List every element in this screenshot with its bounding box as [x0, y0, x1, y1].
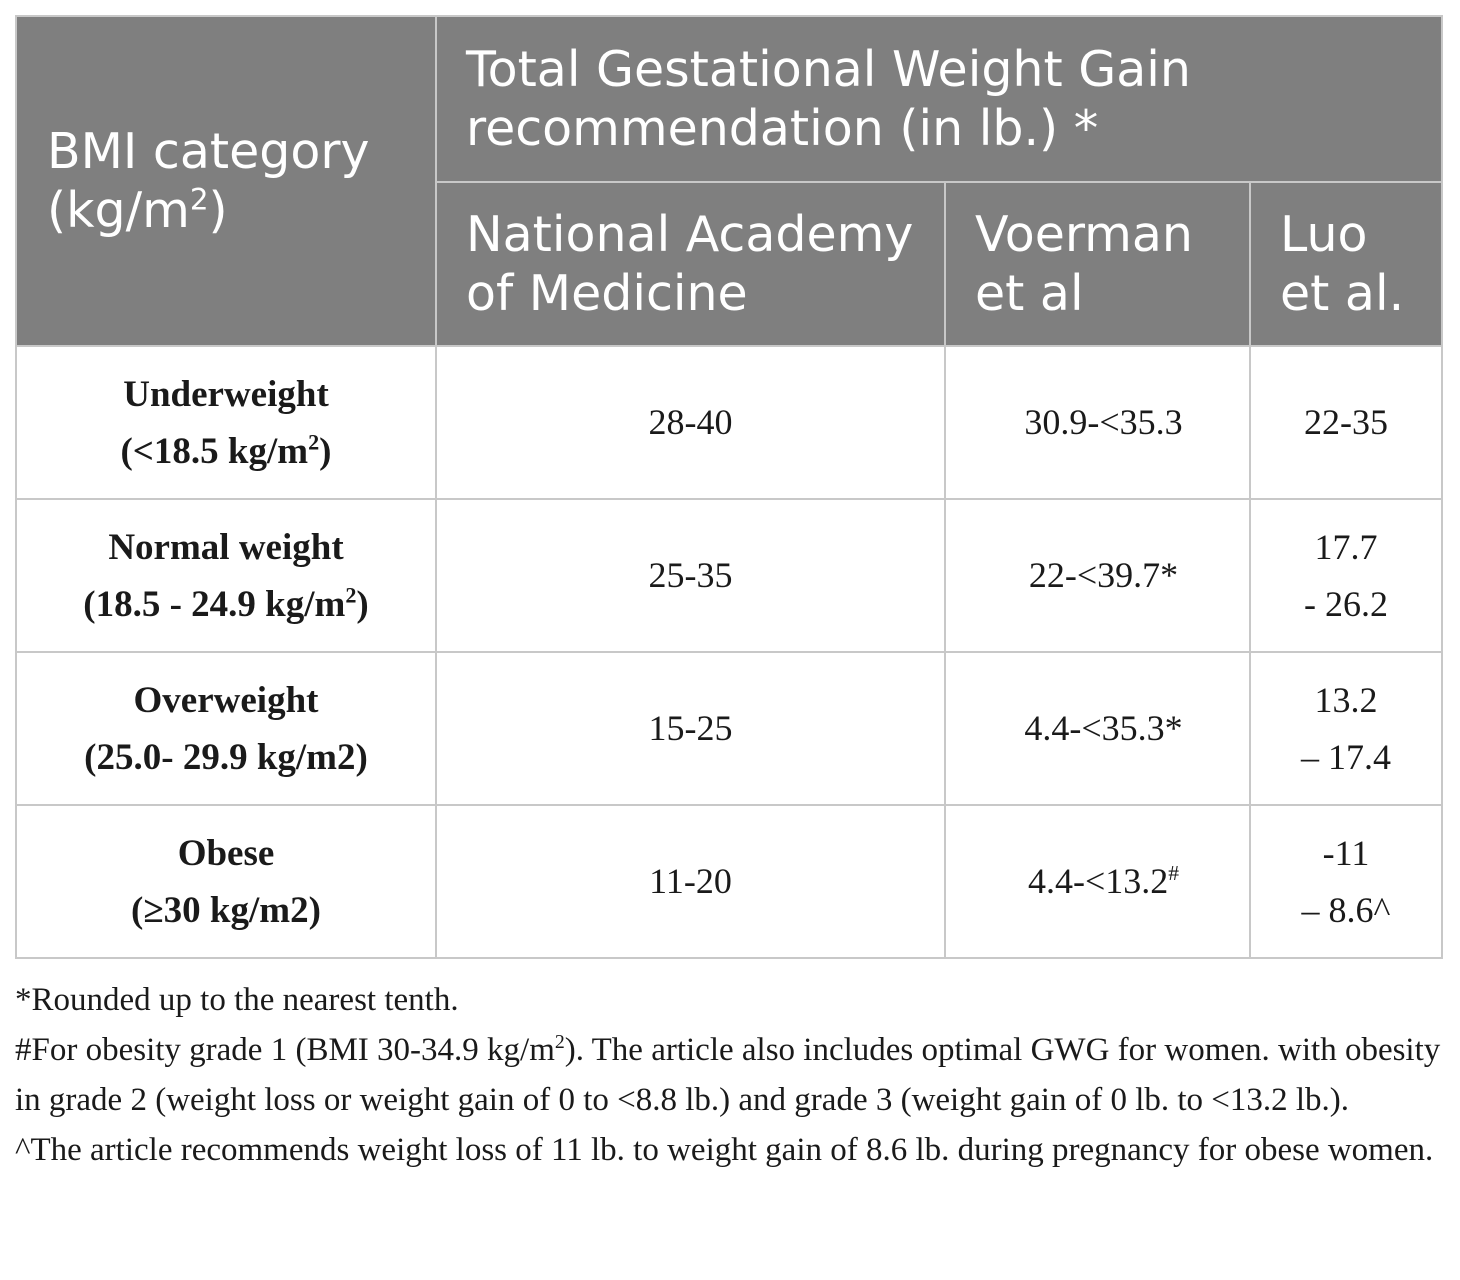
- nam-value-cell: 11-20: [435, 804, 946, 959]
- header-group-title: Total Gestational Weight Gain recommenda…: [434, 15, 1444, 183]
- bmi-category-cell: Normal weight (18.5 - 24.9 kg/m2): [15, 498, 437, 653]
- voerman-value: 4.4-<35.3*: [1024, 708, 1183, 748]
- category-name: Obese: [177, 832, 275, 874]
- category-name: Normal weight: [108, 526, 344, 568]
- header-voerman-line1: Voerman: [975, 206, 1193, 263]
- table-footnotes: *Rounded up to the nearest tenth. #For o…: [15, 975, 1447, 1175]
- nam-value-cell: 25-35: [435, 498, 946, 653]
- luo-value-line1: 17.7: [1314, 526, 1378, 567]
- header-bmi-unit-pre: (kg/m: [47, 182, 190, 239]
- header-luo-line2: et al.: [1280, 265, 1405, 322]
- footnote-luo-recommendation: ^The article recommends weight loss of 1…: [15, 1132, 1434, 1168]
- luo-value-cell: 22-35: [1248, 345, 1444, 500]
- header-luo-line1: Luo: [1280, 206, 1368, 263]
- footnote-rounding: *Rounded up to the nearest tenth.: [15, 982, 459, 1018]
- header-row-top: BMI category (kg/m2) Total Gestational W…: [15, 15, 1444, 347]
- table-row-overweight: Overweight (25.0- 29.9 kg/m2) 15-25 4.4-…: [15, 651, 1444, 806]
- footnote-obesity-sup: 2: [554, 1031, 565, 1053]
- luo-value-line2: - 26.2: [1304, 583, 1388, 624]
- voerman-footnote-mark: #: [1168, 861, 1180, 885]
- bmi-category-cell: Overweight (25.0- 29.9 kg/m2): [15, 651, 437, 806]
- header-bmi-label: BMI category: [47, 123, 370, 180]
- luo-value-line1: 22-35: [1304, 402, 1388, 442]
- header-row-sub: National Academy of Medicine Voerman et …: [16, 181, 1444, 347]
- bmi-category-cell: Obese (≥30 kg/m2): [15, 804, 437, 959]
- header-voerman-line2: et al: [975, 265, 1084, 322]
- table-row-obese: Obese (≥30 kg/m2) 11-20 4.4-<13.2# -11 –…: [15, 804, 1444, 959]
- header-bmi-category: BMI category (kg/m2): [15, 15, 437, 347]
- header-group-title-line2: recommendation (in lb.) *: [466, 100, 1099, 157]
- luo-value-line2: – 8.6^: [1301, 889, 1391, 930]
- voerman-value-cell: 4.4-<13.2#: [944, 804, 1251, 959]
- nam-value-cell: 28-40: [435, 345, 946, 500]
- category-range-sup: 2: [308, 429, 320, 455]
- category-range-pre: (18.5 - 24.9 kg/m: [83, 583, 346, 625]
- voerman-value-cell: 4.4-<35.3*: [944, 651, 1251, 806]
- luo-value-line1: 13.2: [1314, 679, 1378, 720]
- category-range: (18.5 - 24.9 kg/m2): [27, 576, 425, 633]
- voerman-value-cell: 22-<39.7*: [944, 498, 1251, 653]
- voerman-value: 4.4-<13.2: [1027, 861, 1169, 901]
- nam-value-cell: 15-25: [435, 651, 946, 806]
- gwg-recommendation-table: BMI category (kg/m2) Total Gestational W…: [15, 15, 1444, 959]
- voerman-value: 30.9-<35.3: [1024, 402, 1183, 442]
- category-range-post: ): [356, 583, 369, 625]
- header-luo: Luo et al.: [1248, 181, 1444, 347]
- header-voerman: Voerman et al: [944, 181, 1251, 347]
- footnote-obesity-pre: #For obesity grade 1 (BMI 30-34.9 kg/m: [15, 1032, 555, 1068]
- bmi-category-cell: Underweight (<18.5 kg/m2): [15, 345, 437, 500]
- category-range-pre: (<18.5 kg/m: [120, 430, 309, 472]
- category-name: Underweight: [123, 373, 329, 415]
- gwg-table-container: BMI category (kg/m2) Total Gestational W…: [15, 15, 1444, 959]
- luo-value-line2: – 17.4: [1301, 736, 1391, 777]
- voerman-value-cell: 30.9-<35.3: [944, 345, 1251, 500]
- header-bmi-unit-post: ): [208, 182, 228, 239]
- header-nam-line1: National Academy: [466, 206, 914, 263]
- header-bmi-unit-sup: 2: [189, 182, 209, 217]
- luo-value-cell: 17.7 - 26.2: [1248, 498, 1444, 653]
- header-nam-line2: of Medicine: [466, 265, 748, 322]
- category-range: (<18.5 kg/m2): [27, 423, 425, 480]
- header-group-title-line1: Total Gestational Weight Gain: [466, 41, 1191, 98]
- voerman-value: 22-<39.7*: [1028, 555, 1179, 595]
- category-range-sup: 2: [345, 582, 357, 608]
- footnote-obesity-grade: #For obesity grade 1 (BMI 30-34.9 kg/m2)…: [15, 1025, 1447, 1125]
- category-range: (25.0- 29.9 kg/m2): [84, 736, 368, 778]
- table-row-normal-weight: Normal weight (18.5 - 24.9 kg/m2) 25-35 …: [15, 498, 1444, 653]
- header-nam: National Academy of Medicine: [435, 181, 946, 347]
- luo-value-line1: -11: [1322, 832, 1370, 873]
- luo-value-cell: -11 – 8.6^: [1248, 804, 1444, 959]
- category-range-post: ): [319, 430, 332, 472]
- category-name: Overweight: [133, 679, 319, 721]
- footnote-obesity-post: ). The article also includes optimal GWG…: [15, 1032, 1441, 1118]
- luo-value-cell: 13.2 – 17.4: [1248, 651, 1444, 806]
- category-range: (≥30 kg/m2): [131, 889, 321, 931]
- header-bmi-unit: (kg/m2): [47, 181, 415, 240]
- table-row-underweight: Underweight (<18.5 kg/m2) 28-40 30.9-<35…: [15, 345, 1444, 500]
